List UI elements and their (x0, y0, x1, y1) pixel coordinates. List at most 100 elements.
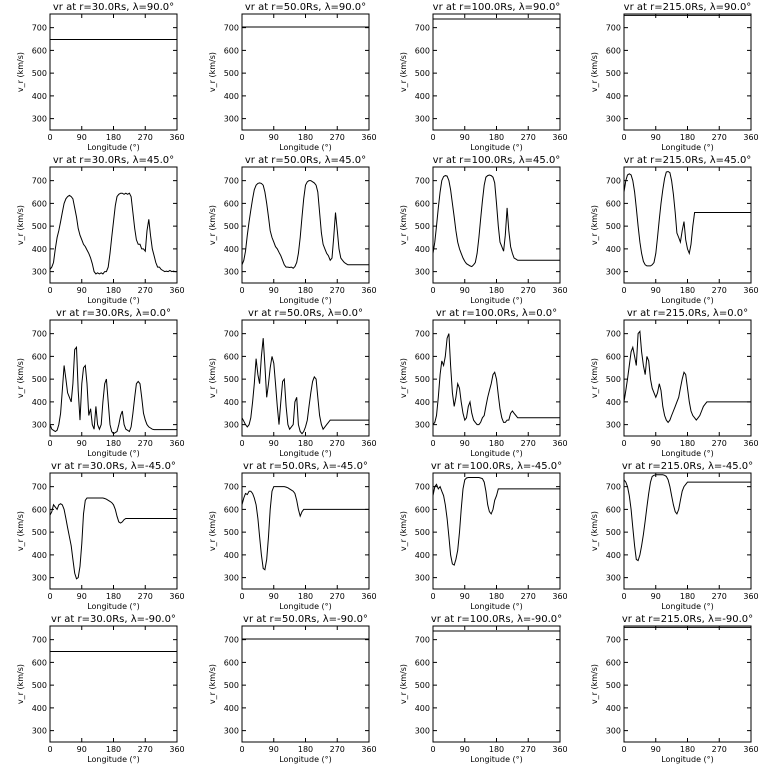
x-tick-label: 0 (47, 133, 52, 142)
series-line (433, 477, 560, 566)
x-tick-label: 90 (651, 439, 661, 448)
x-tick-label: 180 (489, 745, 504, 754)
x-tick-label: 270 (712, 592, 727, 601)
x-tick-label: 270 (330, 439, 345, 448)
y-tick-label: 500 (32, 375, 47, 384)
y-tick-label: 400 (606, 551, 621, 560)
y-tick-label: 400 (32, 398, 47, 407)
y-tick-label: 700 (224, 177, 239, 186)
x-axis-label: Longitude (°) (279, 602, 332, 611)
x-tick-label: 360 (743, 745, 758, 754)
y-tick-label: 300 (415, 727, 430, 736)
y-tick-label: 400 (606, 245, 621, 254)
panel-title: vr at r=100.0Rs, λ=-45.0° (431, 461, 562, 472)
panel-title: vr at r=50.0Rs, λ=0.0° (248, 308, 363, 319)
panel-title: vr at r=30.0Rs, λ=0.0° (56, 308, 171, 319)
x-axis-label: Longitude (°) (470, 602, 523, 611)
y-tick-label: 500 (224, 222, 239, 231)
y-tick-label: 600 (415, 658, 430, 667)
x-tick-label: 270 (138, 439, 153, 448)
y-axis-label: v_r (km/s) (208, 511, 217, 551)
x-tick-label: 270 (138, 592, 153, 601)
x-tick-label: 360 (361, 745, 376, 754)
y-axis-label: v_r (km/s) (16, 205, 25, 245)
x-tick-label: 0 (47, 286, 52, 295)
y-tick-label: 500 (32, 69, 47, 78)
y-tick-label: 300 (32, 421, 47, 430)
y-tick-label: 300 (415, 574, 430, 583)
plot-frame (49, 472, 178, 590)
x-tick-label: 360 (361, 286, 376, 295)
y-tick-label: 700 (606, 636, 621, 645)
y-tick-label: 300 (32, 115, 47, 124)
plot-frame (432, 13, 561, 131)
x-axis-label: Longitude (°) (87, 296, 140, 305)
x-tick-label: 90 (460, 592, 470, 601)
y-axis-label: v_r (km/s) (16, 664, 25, 704)
series-line (624, 474, 751, 562)
x-axis-label: Longitude (°) (470, 755, 523, 764)
panel-2-1: vr at r=30.0Rs, λ=45.0° 300 400 500 600 700 0 9… (16, 155, 185, 305)
x-tick-label: 270 (521, 133, 536, 142)
x-tick-label: 90 (651, 286, 661, 295)
y-tick-label: 600 (224, 199, 239, 208)
y-tick-label: 500 (606, 375, 621, 384)
x-tick-label: 0 (239, 133, 244, 142)
plot-frame (49, 13, 178, 131)
y-tick-label: 400 (415, 245, 430, 254)
x-tick-label: 360 (169, 745, 184, 754)
x-tick-label: 0 (47, 439, 52, 448)
y-tick-label: 400 (32, 245, 47, 254)
panel-5-1: vr at r=30.0Rs, λ=-90.0° 300 400 500 600 700 0… (16, 614, 185, 764)
y-tick-label: 400 (224, 92, 239, 101)
y-tick-label: 500 (415, 222, 430, 231)
series-line (624, 330, 751, 424)
x-tick-label: 0 (239, 745, 244, 754)
y-axis-label: v_r (km/s) (399, 358, 408, 398)
x-tick-label: 0 (239, 439, 244, 448)
y-tick-label: 600 (606, 505, 621, 514)
y-tick-label: 400 (224, 551, 239, 560)
plot-frame (241, 13, 370, 131)
y-tick-label: 500 (224, 69, 239, 78)
y-tick-label: 700 (224, 330, 239, 339)
x-tick-label: 270 (138, 745, 153, 754)
x-axis-label: Longitude (°) (87, 755, 140, 764)
x-tick-label: 90 (269, 286, 279, 295)
y-tick-label: 400 (415, 398, 430, 407)
panel-1-3: vr at r=100.0Rs, λ=90.0° 300 400 500 600 700 0… (399, 2, 568, 152)
x-tick-label: 90 (651, 592, 661, 601)
y-tick-label: 300 (32, 268, 47, 277)
x-tick-label: 180 (680, 745, 695, 754)
x-tick-label: 360 (552, 439, 567, 448)
y-tick-label: 600 (415, 199, 430, 208)
x-tick-label: 270 (521, 286, 536, 295)
y-axis-label: v_r (km/s) (399, 664, 408, 704)
y-tick-label: 500 (606, 681, 621, 690)
y-tick-label: 700 (224, 636, 239, 645)
y-axis-label: v_r (km/s) (399, 511, 408, 551)
x-tick-label: 0 (621, 439, 626, 448)
y-tick-label: 400 (32, 704, 47, 713)
x-tick-label: 360 (361, 439, 376, 448)
series-line (624, 170, 751, 267)
panel-title: vr at r=100.0Rs, λ=0.0° (436, 308, 557, 319)
x-tick-label: 90 (269, 439, 279, 448)
y-axis-label: v_r (km/s) (590, 52, 599, 92)
panel-title: vr at r=215.0Rs, λ=-45.0° (622, 461, 753, 472)
y-axis-label: v_r (km/s) (208, 664, 217, 704)
y-tick-label: 600 (32, 505, 47, 514)
panel-2-3: vr at r=100.0Rs, λ=45.0° 300 400 500 600 700 0… (399, 155, 568, 305)
panel-title: vr at r=30.0Rs, λ=-45.0° (51, 461, 176, 472)
x-tick-label: 270 (138, 286, 153, 295)
y-tick-label: 600 (415, 352, 430, 361)
x-tick-label: 0 (47, 745, 52, 754)
y-tick-label: 500 (224, 375, 239, 384)
plot-frame (241, 625, 370, 743)
panel-5-4: vr at r=215.0Rs, λ=-90.0° 300 400 500 600 700… (590, 614, 759, 764)
x-tick-label: 0 (621, 133, 626, 142)
x-tick-label: 180 (298, 439, 313, 448)
x-tick-label: 0 (430, 439, 435, 448)
x-tick-label: 270 (521, 592, 536, 601)
y-tick-label: 400 (606, 704, 621, 713)
